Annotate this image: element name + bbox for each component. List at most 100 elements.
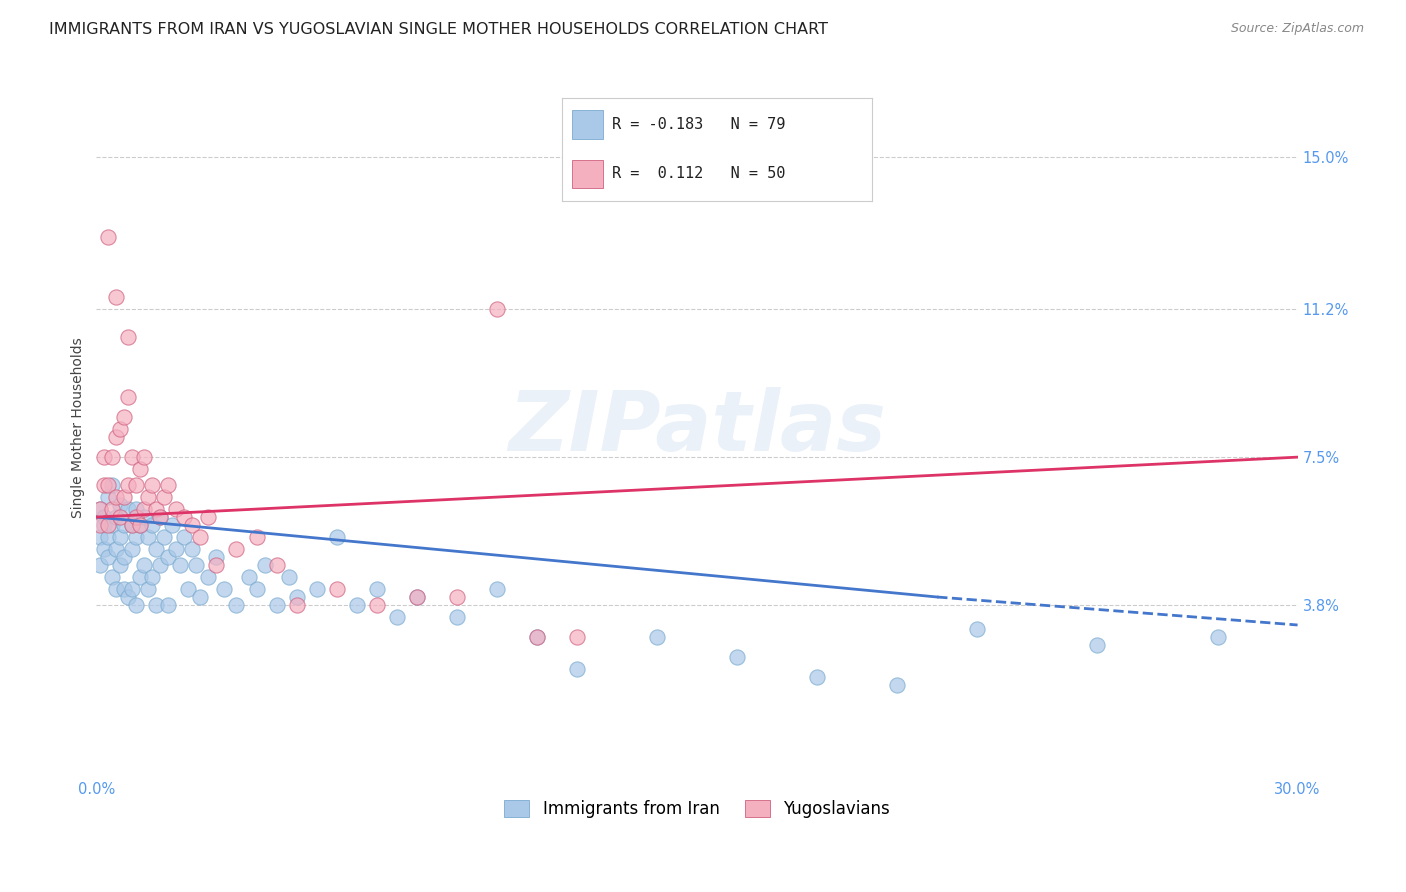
Point	[725, 650, 748, 665]
Point	[886, 678, 908, 692]
Point	[157, 478, 180, 492]
Text: R = -0.183   N = 79: R = -0.183 N = 79	[612, 117, 786, 132]
Point	[190, 590, 212, 604]
Point	[105, 510, 128, 524]
Point	[245, 582, 267, 596]
Point	[181, 518, 204, 533]
Point	[125, 598, 148, 612]
Point	[110, 510, 132, 524]
Point	[157, 549, 180, 564]
Point	[89, 518, 111, 533]
Point	[93, 450, 115, 464]
Point	[145, 542, 167, 557]
Point	[121, 518, 143, 533]
Point	[225, 542, 247, 557]
Point	[266, 558, 288, 572]
Point	[112, 582, 135, 596]
Point	[565, 630, 588, 644]
Point	[197, 570, 219, 584]
Point	[112, 410, 135, 425]
Point	[565, 662, 588, 676]
Point	[138, 530, 160, 544]
Point	[405, 590, 427, 604]
Point	[105, 290, 128, 304]
Point	[325, 582, 347, 596]
Point	[149, 558, 172, 572]
Point	[141, 478, 163, 492]
Point	[112, 549, 135, 564]
Point	[165, 502, 187, 516]
Point	[149, 510, 172, 524]
Point	[117, 390, 139, 404]
Point	[157, 598, 180, 612]
Point	[225, 598, 247, 612]
Point	[125, 530, 148, 544]
Point	[105, 542, 128, 557]
Point	[97, 518, 120, 533]
Point	[129, 570, 152, 584]
Point	[190, 530, 212, 544]
Point	[325, 530, 347, 544]
Point	[110, 558, 132, 572]
Legend: Immigrants from Iran, Yugoslavians: Immigrants from Iran, Yugoslavians	[498, 793, 896, 824]
Point	[446, 610, 468, 624]
Point	[149, 510, 172, 524]
Point	[121, 518, 143, 533]
Point	[366, 598, 388, 612]
Text: R =  0.112   N = 50: R = 0.112 N = 50	[612, 166, 786, 181]
Point	[153, 530, 176, 544]
Point	[1085, 638, 1108, 652]
Point	[806, 670, 828, 684]
Point	[277, 570, 299, 584]
Point	[117, 478, 139, 492]
Point	[121, 450, 143, 464]
Point	[385, 610, 408, 624]
Point	[238, 570, 260, 584]
Point	[105, 490, 128, 504]
Point	[97, 230, 120, 244]
Point	[285, 590, 308, 604]
Point	[153, 490, 176, 504]
Point	[266, 598, 288, 612]
Point	[89, 558, 111, 572]
Point	[105, 430, 128, 444]
Point	[205, 558, 228, 572]
Point	[97, 490, 120, 504]
Point	[129, 518, 152, 533]
Point	[110, 530, 132, 544]
Point	[145, 598, 167, 612]
Point	[129, 518, 152, 533]
Point	[485, 302, 508, 317]
Point	[93, 478, 115, 492]
Point	[526, 630, 548, 644]
Point	[112, 490, 135, 504]
Point	[134, 450, 156, 464]
Point	[186, 558, 208, 572]
Point	[117, 330, 139, 344]
Point	[101, 450, 124, 464]
Point	[485, 582, 508, 596]
Point	[97, 478, 120, 492]
Point	[97, 549, 120, 564]
Point	[89, 502, 111, 516]
Y-axis label: Single Mother Households: Single Mother Households	[72, 337, 86, 517]
FancyBboxPatch shape	[572, 160, 603, 188]
Point	[101, 478, 124, 492]
Point	[93, 542, 115, 557]
Point	[205, 549, 228, 564]
Point	[112, 518, 135, 533]
Point	[253, 558, 276, 572]
Point	[101, 518, 124, 533]
Point	[117, 502, 139, 516]
Point	[125, 502, 148, 516]
Point	[346, 598, 368, 612]
Point	[121, 582, 143, 596]
Point	[121, 542, 143, 557]
Point	[125, 510, 148, 524]
Point	[526, 630, 548, 644]
Point	[162, 518, 184, 533]
Point	[89, 502, 111, 516]
Point	[169, 558, 191, 572]
Point	[165, 542, 187, 557]
Point	[110, 422, 132, 436]
